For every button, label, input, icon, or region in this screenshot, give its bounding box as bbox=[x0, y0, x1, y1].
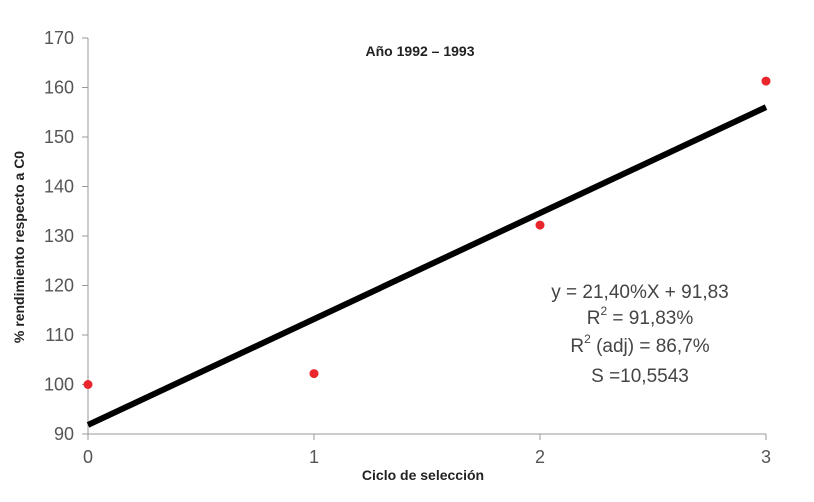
data-point bbox=[761, 76, 771, 86]
x-tick-label: 0 bbox=[83, 447, 93, 467]
y-tick-label: 130 bbox=[44, 226, 74, 246]
r-squared-adj-value: (adj) = 86,7% bbox=[591, 336, 710, 357]
regression-annotation: y = 21,40%X + 91,83 R2 = 91,83% R2 (adj)… bbox=[551, 282, 728, 387]
y-tick-label: 110 bbox=[45, 325, 74, 345]
data-point bbox=[535, 220, 545, 230]
r-squared-prefix: R bbox=[587, 308, 601, 329]
data-points bbox=[83, 76, 771, 389]
r-squared-adj-text: R2 (adj) = 86,7% bbox=[570, 332, 709, 357]
y-tick-label: 150 bbox=[44, 127, 74, 147]
regression-equation: y = 21,40%X + 91,83 bbox=[551, 282, 728, 303]
chart-title: Año 1992 – 1993 bbox=[366, 43, 475, 59]
y-tick-label: 140 bbox=[44, 177, 74, 197]
y-tick-label: 160 bbox=[44, 78, 74, 98]
x-axis-title: Ciclo de selección bbox=[362, 467, 484, 483]
y-tick-label: 90 bbox=[54, 424, 74, 444]
y-tick-label: 120 bbox=[44, 276, 74, 296]
r-squared-text: R2 = 91,83% bbox=[587, 304, 694, 329]
x-axis-ticks: 0 1 2 3 bbox=[83, 434, 771, 467]
regression-line bbox=[86, 104, 768, 428]
y-axis-title: % rendimiento respecto a C0 bbox=[11, 151, 27, 343]
y-axis-ticks: 90 100 110 120 130 140 150 160 170 bbox=[44, 28, 88, 444]
std-error-text: S =10,5543 bbox=[591, 366, 689, 387]
r-squared-value: = 91,83% bbox=[607, 308, 693, 329]
x-tick-label: 3 bbox=[761, 447, 771, 467]
y-tick-label: 100 bbox=[44, 375, 74, 395]
y-tick-label: 170 bbox=[44, 28, 74, 48]
r-squared-adj-superscript: 2 bbox=[584, 332, 591, 346]
r-squared-superscript: 2 bbox=[600, 304, 607, 318]
regression-line-group bbox=[86, 104, 768, 428]
x-tick-label: 1 bbox=[309, 447, 319, 467]
x-tick-label: 2 bbox=[535, 447, 545, 467]
data-point bbox=[83, 380, 93, 389]
r-squared-adj-prefix: R bbox=[570, 336, 584, 357]
data-point bbox=[309, 369, 319, 379]
